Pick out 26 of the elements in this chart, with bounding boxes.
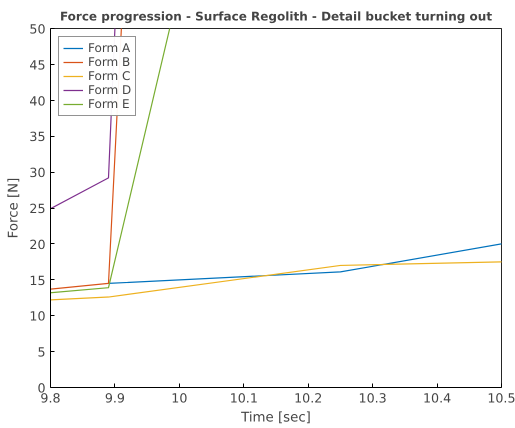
y-tick-label: 5 xyxy=(37,344,46,360)
y-tick-label: 45 xyxy=(29,57,46,72)
legend-label: Form C xyxy=(88,69,130,83)
y-tick-label: 10 xyxy=(29,308,46,324)
x-tick-label: 9.9 xyxy=(104,390,126,406)
x-axis-title: Time [sec] xyxy=(240,410,311,426)
legend-label: Form D xyxy=(88,83,132,97)
y-tick-label: 50 xyxy=(29,22,46,36)
line-series xyxy=(50,261,502,301)
y-tick-label: 35 xyxy=(29,129,46,144)
y-tick-label: 15 xyxy=(29,272,46,288)
legend-label: Form B xyxy=(88,55,130,69)
x-tick-label: 10.1 xyxy=(230,390,258,406)
x-tick-label: 10.4 xyxy=(422,390,452,406)
x-tick-label: 10.2 xyxy=(294,390,322,406)
y-tick-label: 40 xyxy=(29,93,46,108)
y-axis-title: Force [N] xyxy=(6,178,22,238)
y-tick-label: 20 xyxy=(29,236,46,252)
legend-label: Form E xyxy=(88,97,130,111)
chart-title: Force progression - Surface Regolith - Detail bucket turning out xyxy=(60,10,492,24)
y-tick-label: 25 xyxy=(29,201,46,216)
x-tick-label: 10 xyxy=(171,390,188,406)
x-tick-label: 10.3 xyxy=(358,390,387,406)
legend-label: Form A xyxy=(88,41,130,55)
y-tick-label: 30 xyxy=(29,165,46,180)
x-tick-label: 10.5 xyxy=(487,390,515,406)
